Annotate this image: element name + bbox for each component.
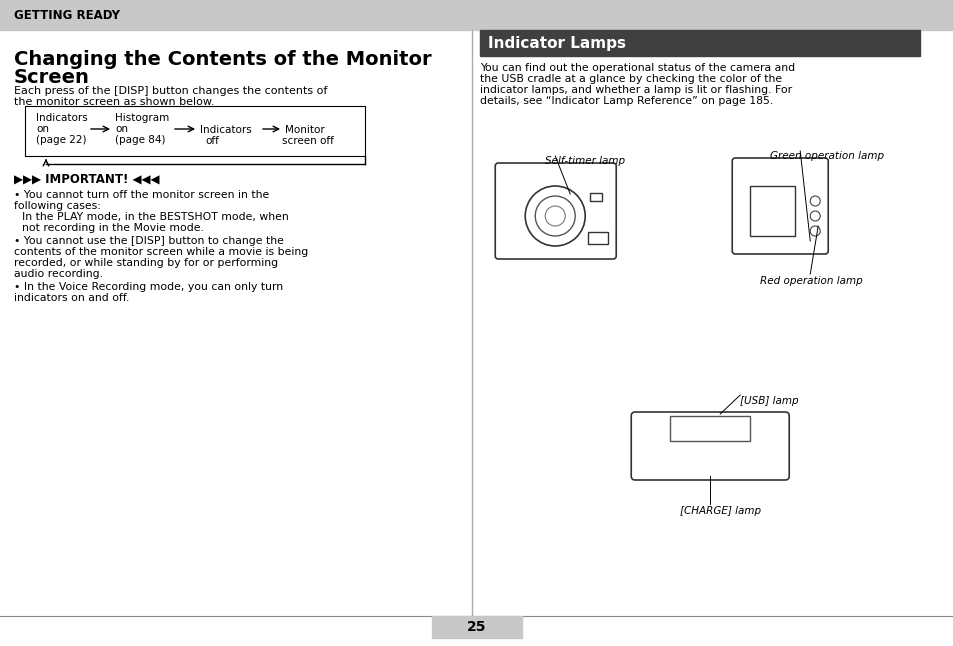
Text: the USB cradle at a glance by checking the color of the: the USB cradle at a glance by checking t…: [479, 74, 781, 84]
Text: 25: 25: [467, 620, 486, 634]
Bar: [432, 616, 521, 638]
Text: GETTING READY: GETTING READY: [14, 8, 120, 21]
Text: Changing the Contents of the Monitor: Changing the Contents of the Monitor: [14, 50, 431, 69]
Text: [CHARGE] lamp: [CHARGE] lamp: [679, 506, 760, 516]
Text: Self-timer lamp: Self-timer lamp: [545, 156, 625, 166]
Bar: [0, 0, 953, 30]
Text: • You cannot turn off the monitor screen in the: • You cannot turn off the monitor screen…: [14, 190, 269, 200]
Text: the monitor screen as shown below.: the monitor screen as shown below.: [14, 97, 214, 107]
Bar: [479, 30, 920, 56]
Text: on: on: [115, 124, 128, 134]
Text: indicators on and off.: indicators on and off.: [14, 293, 130, 303]
Text: indicator lamps, and whether a lamp is lit or flashing. For: indicator lamps, and whether a lamp is l…: [479, 85, 792, 95]
Text: ▶▶▶ IMPORTANT! ◀◀◀: ▶▶▶ IMPORTANT! ◀◀◀: [14, 173, 159, 186]
Text: Green operation lamp: Green operation lamp: [769, 151, 883, 161]
Text: audio recording.: audio recording.: [14, 269, 103, 279]
Text: [USB] lamp: [USB] lamp: [740, 396, 798, 406]
Text: Monitor: Monitor: [285, 125, 324, 135]
Bar: [749, 186, 795, 236]
Text: Histogram: Histogram: [115, 113, 169, 123]
Bar: [25, 106, 365, 156]
Text: (page 22): (page 22): [36, 135, 87, 145]
Text: on: on: [36, 124, 49, 134]
Text: Red operation lamp: Red operation lamp: [760, 276, 862, 286]
Text: (page 84): (page 84): [115, 135, 165, 145]
Bar: [588, 232, 608, 244]
Text: Each press of the [DISP] button changes the contents of: Each press of the [DISP] button changes …: [14, 86, 327, 96]
Text: You can find out the operational status of the camera and: You can find out the operational status …: [479, 63, 795, 73]
Text: In the PLAY mode, in the BESTSHOT mode, when: In the PLAY mode, in the BESTSHOT mode, …: [22, 212, 289, 222]
Bar: [590, 193, 601, 201]
Text: screen off: screen off: [282, 136, 334, 146]
Text: following cases:: following cases:: [14, 201, 101, 211]
Text: Indicator Lamps: Indicator Lamps: [488, 36, 625, 50]
Text: details, see “Indicator Lamp Reference” on page 185.: details, see “Indicator Lamp Reference” …: [479, 96, 773, 106]
Text: Indicators: Indicators: [200, 125, 252, 135]
Text: not recording in the Movie mode.: not recording in the Movie mode.: [22, 223, 204, 233]
Text: recorded, or while standing by for or performing: recorded, or while standing by for or pe…: [14, 258, 278, 268]
Text: Screen: Screen: [14, 68, 90, 87]
Text: • You cannot use the [DISP] button to change the: • You cannot use the [DISP] button to ch…: [14, 236, 284, 246]
Text: Indicators: Indicators: [36, 113, 88, 123]
Text: off: off: [205, 136, 218, 146]
Text: • In the Voice Recording mode, you can only turn: • In the Voice Recording mode, you can o…: [14, 282, 283, 292]
Text: contents of the monitor screen while a movie is being: contents of the monitor screen while a m…: [14, 247, 308, 257]
Bar: [670, 416, 749, 441]
